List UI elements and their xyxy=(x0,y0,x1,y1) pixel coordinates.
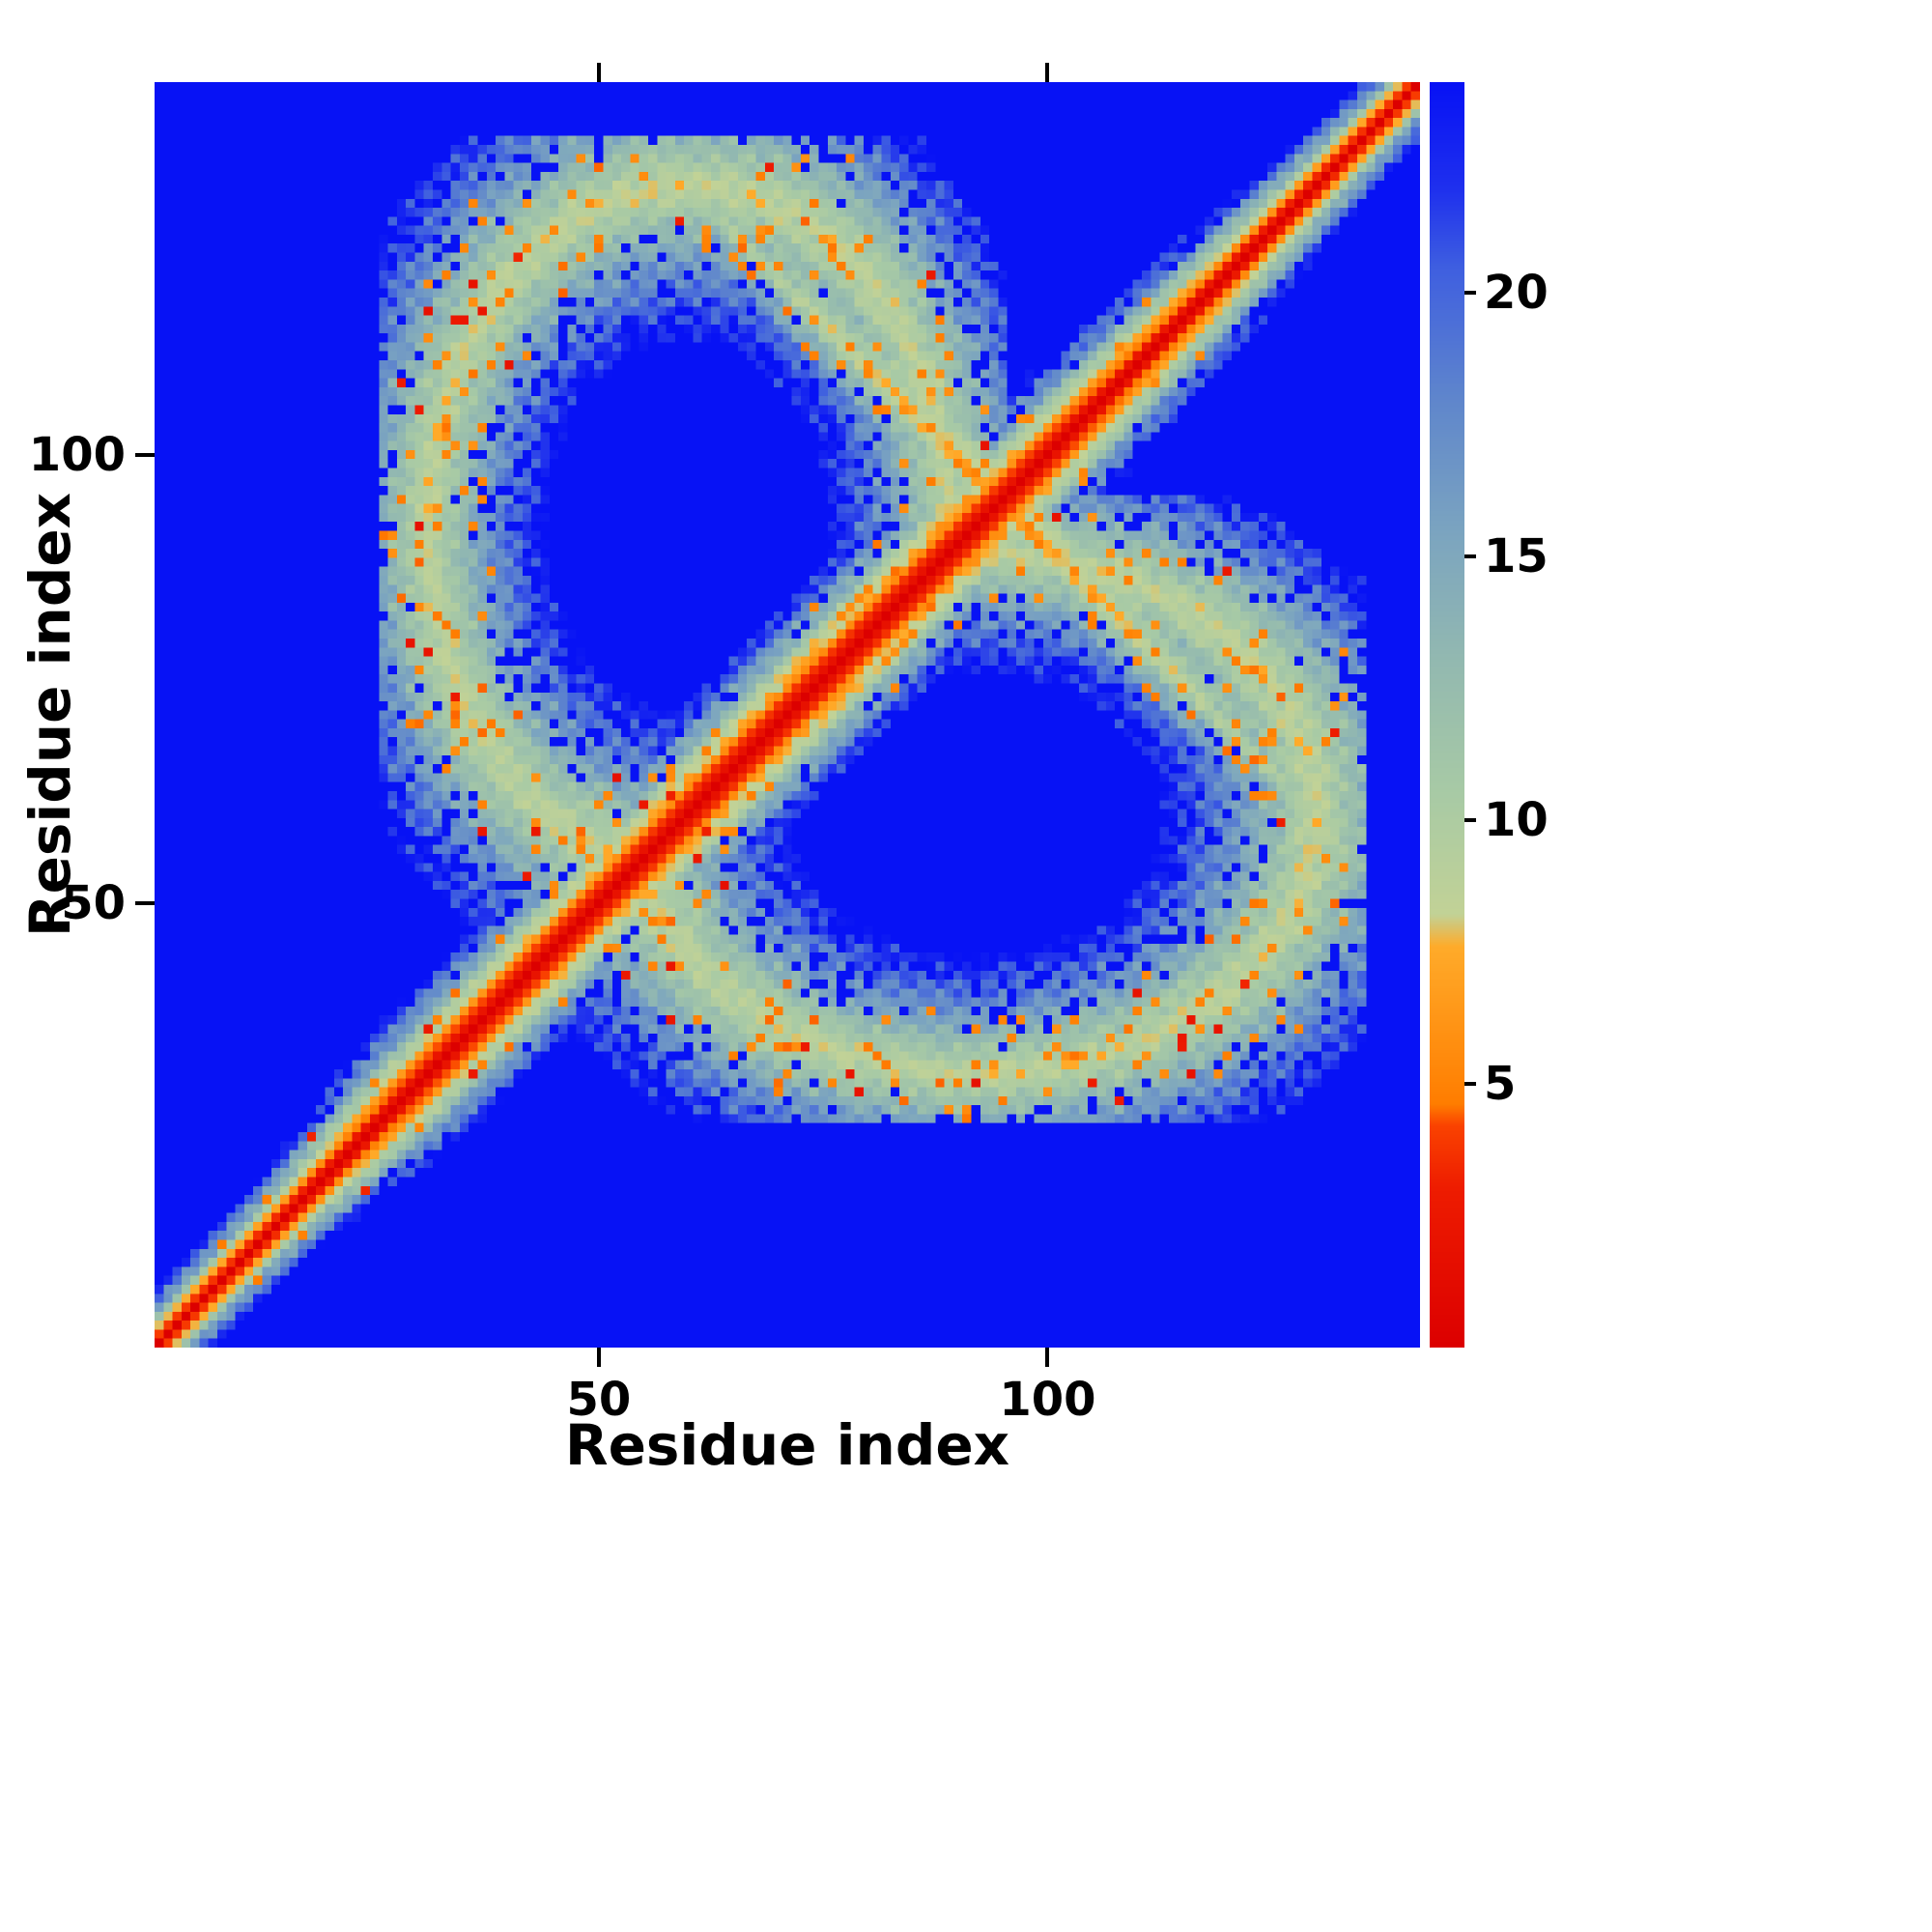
y-tick-label: 50 xyxy=(61,876,126,931)
colorbar-tick-mark xyxy=(1464,1082,1476,1087)
colorbar-tick-label: 10 xyxy=(1484,793,1548,848)
x-tick-mark xyxy=(1045,1348,1050,1367)
x-tick-mark xyxy=(596,1348,601,1367)
x-tick-label: 50 xyxy=(566,1373,632,1427)
colorbar-tick-label: 5 xyxy=(1484,1057,1517,1112)
colorbar-tick-mark xyxy=(1464,554,1476,559)
y-tick-mark xyxy=(135,901,155,906)
x-tick-mark-top xyxy=(1045,63,1050,82)
colorbar xyxy=(1430,82,1464,1348)
colorbar-canvas xyxy=(1430,82,1464,1348)
y-axis-label: Residue index xyxy=(17,492,83,938)
x-tick-mark-top xyxy=(596,63,601,82)
colorbar-tick-label: 20 xyxy=(1484,266,1548,321)
heatmap-canvas xyxy=(155,82,1420,1348)
x-axis-label: Residue index xyxy=(564,1412,1010,1478)
colorbar-tick-mark xyxy=(1464,291,1476,296)
y-tick-label: 100 xyxy=(28,427,126,482)
colorbar-tick-mark xyxy=(1464,818,1476,823)
y-tick-mark xyxy=(135,452,155,457)
plot-area xyxy=(155,82,1420,1348)
x-tick-label: 100 xyxy=(999,1373,1096,1427)
colorbar-tick-label: 15 xyxy=(1484,529,1548,584)
